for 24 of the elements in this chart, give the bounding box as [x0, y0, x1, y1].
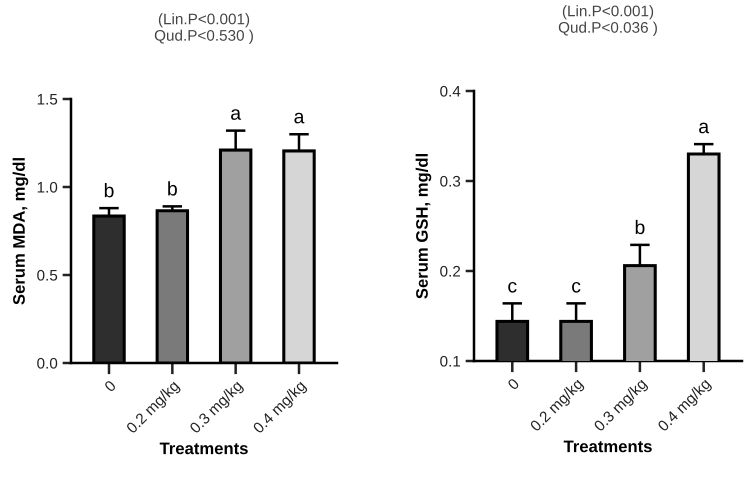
x-axis-title: Treatments — [564, 440, 652, 452]
y-tick-label: 1.0 — [38, 182, 58, 193]
x-tick-label: 0 — [506, 378, 520, 390]
annotation: a — [699, 122, 710, 134]
x-tick-label: 0 — [104, 380, 117, 392]
x-axis-title: Treatments — [160, 442, 248, 454]
y-axis-title: Serum MDA, mg/dl — [12, 158, 28, 305]
annotation: a — [231, 109, 242, 120]
y-tick-label: 0.2 — [440, 266, 460, 277]
y-tick-label: 1.5 — [38, 94, 58, 105]
annotation: c — [572, 282, 580, 293]
y-tick-label: 0.4 — [440, 86, 460, 97]
annotation: b — [636, 220, 644, 234]
chart-title: (Lin.P<0.001) Qud.P<0.530 ) — [154, 13, 253, 44]
y-tick-label: 0.1 — [440, 356, 460, 367]
y-tick-label: 0.5 — [37, 270, 58, 281]
annotation: b — [104, 183, 114, 198]
y-axis-title: Serum GSH, mg/dl — [416, 154, 432, 299]
annotation: c — [508, 282, 517, 293]
y-tick-label: 0.0 — [37, 358, 58, 369]
annotation: a — [294, 112, 304, 124]
y-tick-label: 0.3 — [440, 176, 460, 187]
annotation: b — [168, 181, 177, 196]
chart-title: (Lin.P<0.001) Qud.P<0.036 ) — [558, 5, 657, 36]
